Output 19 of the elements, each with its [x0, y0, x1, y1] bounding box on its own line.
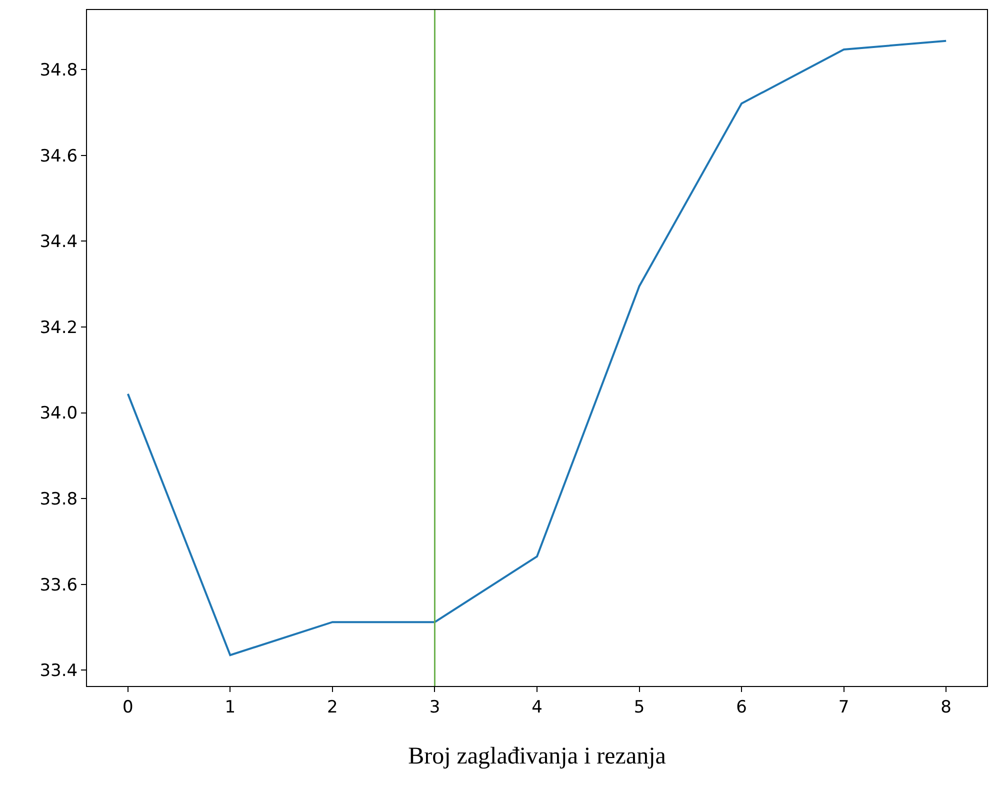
x-tick-label: 4 [532, 697, 542, 718]
y-tick-label: 33.6 [40, 575, 78, 596]
y-tick-label: 34.6 [40, 146, 78, 166]
y-tick-label: 34.2 [40, 318, 78, 338]
x-tick-label: 6 [736, 697, 747, 718]
x-axis-title: Broj zaglađivanja i rezanja [408, 744, 666, 770]
y-tick-label: 34.0 [40, 404, 78, 424]
y-tick-label: 33.8 [40, 490, 78, 510]
x-tick-label: 5 [634, 697, 645, 718]
line-series [126, 40, 948, 656]
x-tick-label: 7 [838, 697, 850, 718]
y-tick-label: 34.4 [40, 232, 78, 252]
x-tick-label: 8 [940, 697, 952, 718]
y-tick-label: 33.4 [40, 661, 78, 682]
x-tick-label: 3 [429, 697, 440, 718]
y-tick-label: 34.8 [40, 60, 78, 81]
x-tick-label: 1 [224, 697, 236, 718]
x-tick-label: 2 [327, 697, 338, 718]
x-tick-label: 0 [122, 697, 134, 718]
